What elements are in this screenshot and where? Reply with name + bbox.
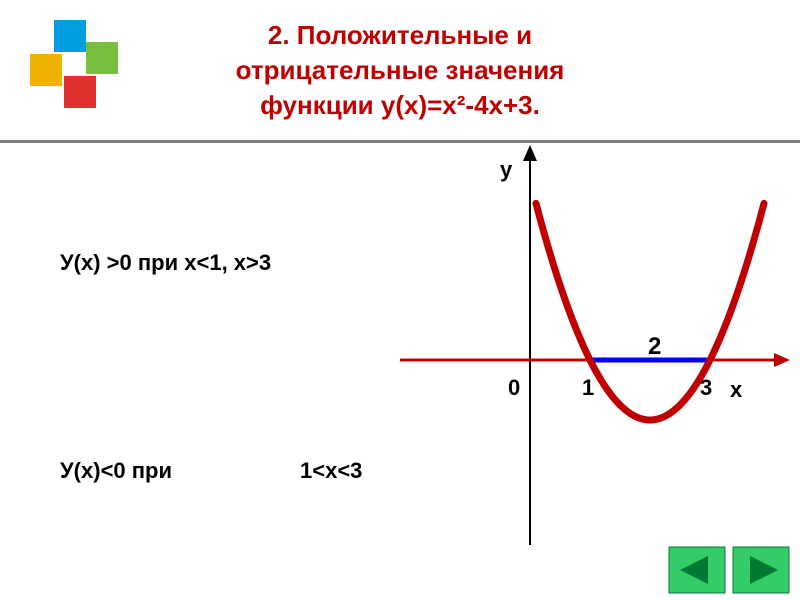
prev-button[interactable] bbox=[668, 546, 726, 594]
svg-text:у: у bbox=[500, 157, 513, 182]
condition-negative-label: У(х)<0 при bbox=[60, 458, 172, 484]
svg-text:0: 0 bbox=[508, 375, 520, 400]
title-formula: функции у(х)=х²-4х+3. bbox=[0, 88, 800, 123]
svg-text:х: х bbox=[730, 377, 743, 402]
page-title: 2. Положительные и отрицательные значени… bbox=[0, 18, 800, 123]
divider bbox=[0, 140, 800, 143]
svg-text:3: 3 bbox=[700, 375, 712, 400]
condition-positive: У(х) >0 при х<1, х>3 bbox=[60, 250, 271, 276]
title-line2: отрицательные значения bbox=[0, 53, 800, 88]
condition-negative-range: 1<х<3 bbox=[300, 458, 362, 484]
nav-controls bbox=[668, 546, 790, 594]
title-line1: 2. Положительные и bbox=[0, 18, 800, 53]
parabola-chart: 0 1 2 3 у х bbox=[400, 145, 790, 545]
next-button[interactable] bbox=[732, 546, 790, 594]
svg-text:2: 2 bbox=[648, 333, 661, 360]
svg-text:1: 1 bbox=[582, 375, 594, 400]
